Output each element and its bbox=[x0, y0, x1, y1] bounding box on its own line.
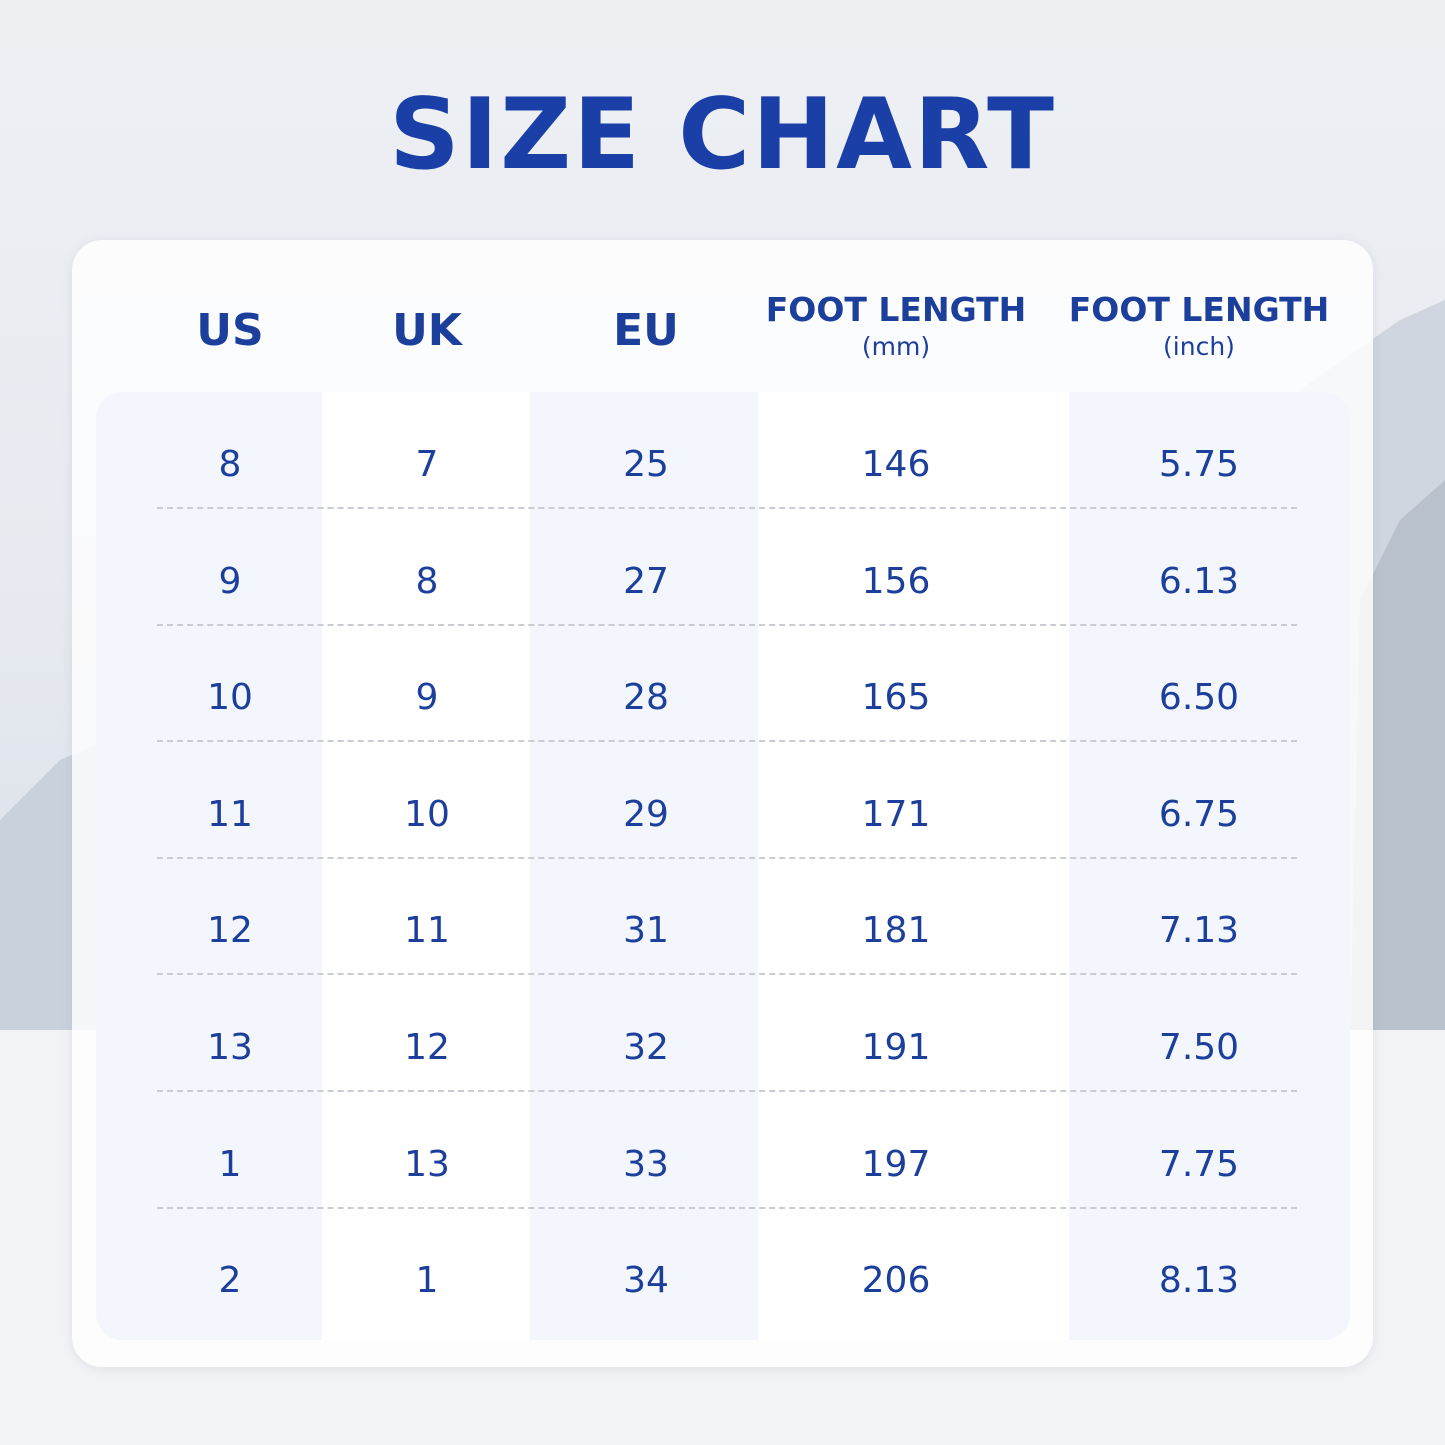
column-stripe bbox=[530, 392, 758, 1340]
cell: 2 bbox=[218, 1260, 242, 1302]
row-divider bbox=[157, 507, 1297, 509]
header-label: US bbox=[196, 305, 264, 356]
cell: 13 bbox=[404, 1143, 450, 1185]
cell: 156 bbox=[861, 560, 931, 602]
cell: 33 bbox=[623, 1143, 669, 1185]
cell: 181 bbox=[861, 910, 931, 952]
cell: 146 bbox=[861, 444, 931, 485]
cell: 13 bbox=[207, 1027, 253, 1068]
cell: 6.50 bbox=[1158, 677, 1240, 719]
cell: 9 bbox=[218, 560, 242, 602]
cell: 11 bbox=[207, 793, 253, 835]
row-divider bbox=[157, 740, 1297, 743]
row-divider bbox=[157, 1090, 1297, 1092]
title: SIZE CHART bbox=[389, 78, 1056, 192]
header-unit: (inch) bbox=[1163, 332, 1235, 361]
header-unit: (mm) bbox=[861, 332, 931, 361]
trees-right bbox=[1350, 480, 1445, 1050]
cell: 6.13 bbox=[1158, 560, 1240, 602]
cell: 10 bbox=[404, 793, 450, 835]
cell: 7 bbox=[415, 444, 439, 485]
cell: 1 bbox=[415, 1260, 439, 1302]
header-label: EU bbox=[613, 305, 679, 356]
cell: 197 bbox=[861, 1143, 931, 1185]
cell: 7.13 bbox=[1158, 910, 1240, 952]
row-divider bbox=[157, 856, 1297, 859]
cell: 12 bbox=[207, 910, 253, 952]
cell: 171 bbox=[861, 793, 931, 835]
cell: 31 bbox=[623, 910, 669, 952]
cell: 27 bbox=[623, 560, 669, 602]
cell: 7.75 bbox=[1158, 1143, 1240, 1185]
header-label: FOOT LENGTH bbox=[1068, 290, 1330, 329]
cell: 165 bbox=[861, 677, 931, 719]
cell: 9 bbox=[415, 677, 439, 719]
cell: 29 bbox=[623, 793, 669, 835]
cell: 11 bbox=[404, 910, 450, 952]
column-stripe bbox=[96, 392, 322, 1340]
header-label: UK bbox=[392, 305, 462, 356]
cell: 25 bbox=[623, 444, 669, 485]
cell: 191 bbox=[861, 1027, 931, 1068]
cell: 12 bbox=[404, 1027, 450, 1068]
cell: 32 bbox=[623, 1027, 669, 1068]
cell: 28 bbox=[623, 677, 669, 719]
cell: 8.13 bbox=[1158, 1260, 1240, 1302]
table-body bbox=[96, 392, 1350, 1340]
cell: 10 bbox=[207, 677, 253, 719]
row-divider bbox=[157, 1206, 1297, 1209]
cell: 5.75 bbox=[1158, 444, 1240, 485]
cell: 8 bbox=[415, 560, 439, 602]
row-divider bbox=[157, 973, 1297, 976]
column-stripe bbox=[1069, 392, 1350, 1340]
cell: 1 bbox=[218, 1143, 242, 1185]
cell: 206 bbox=[861, 1260, 931, 1302]
cell: 6.75 bbox=[1158, 793, 1240, 835]
header-label: FOOT LENGTH bbox=[765, 290, 1027, 329]
row-divider bbox=[157, 623, 1297, 626]
cell: 8 bbox=[218, 444, 242, 485]
cell: 34 bbox=[623, 1260, 669, 1302]
cell: 7.50 bbox=[1158, 1027, 1240, 1068]
